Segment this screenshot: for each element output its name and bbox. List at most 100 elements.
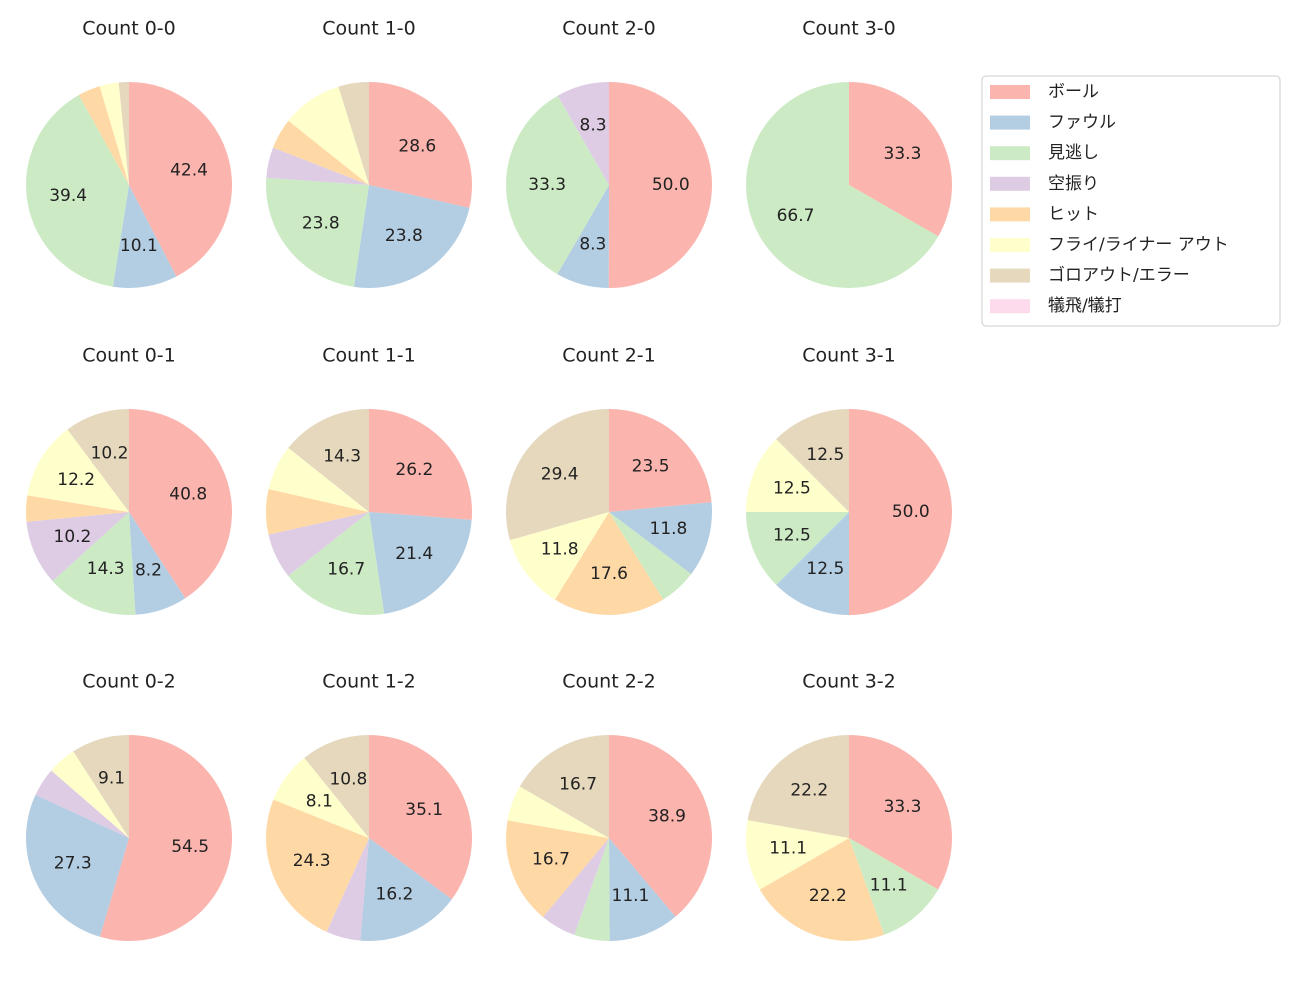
- legend-label: ファウル: [1048, 113, 1116, 133]
- slice-label: 10.2: [91, 443, 129, 463]
- pie-title: Count 2-0: [562, 18, 656, 40]
- pie-slice: [369, 512, 472, 614]
- pie-slice: [557, 185, 609, 288]
- pie-slice: [519, 735, 609, 838]
- legend-label: 空振り: [1048, 174, 1099, 194]
- pie-slice: [360, 838, 452, 942]
- slice-label: 11.8: [650, 519, 688, 539]
- pie-slice: [507, 786, 609, 838]
- slice-label: 22.2: [790, 781, 828, 801]
- slice-label: 27.3: [54, 854, 92, 874]
- legend-swatch: [990, 146, 1030, 161]
- slice-label: 66.7: [777, 206, 815, 226]
- pie-slice: [746, 439, 849, 512]
- pie-slice: [849, 409, 952, 615]
- pie-slice: [129, 512, 186, 615]
- pie-slice: [849, 735, 952, 890]
- pie-slice: [509, 512, 609, 600]
- slice-label: 12.5: [806, 445, 844, 465]
- pie-title: Count 3-2: [802, 671, 896, 693]
- slice-label: 9.1: [98, 769, 125, 789]
- pie-slice: [25, 95, 130, 287]
- slice-label: 42.4: [170, 160, 208, 180]
- slice-label: 8.2: [135, 561, 162, 581]
- pie-slice: [35, 770, 130, 838]
- pie-title: Count 2-1: [562, 345, 656, 367]
- pie-slice: [776, 512, 849, 615]
- pie-slice: [288, 512, 385, 616]
- slice-label: 14.3: [323, 446, 361, 466]
- slice-label: 16.7: [327, 559, 365, 579]
- pie-slice: [99, 735, 233, 942]
- pie-slice: [25, 794, 130, 937]
- slice-label: 26.2: [395, 460, 433, 480]
- pie-slice: [288, 86, 369, 185]
- legend-swatch: [990, 207, 1030, 222]
- legend-label: ゴロアウト/エラー: [1048, 265, 1190, 286]
- slice-label: 40.8: [169, 484, 207, 504]
- pie-slice: [338, 82, 369, 185]
- slice-label: 11.8: [541, 539, 579, 559]
- slice-label: 54.5: [171, 837, 209, 857]
- legend-box: [981, 75, 1281, 327]
- pie-slice: [849, 82, 953, 237]
- pie-slice: [273, 120, 369, 185]
- slice-label: 12.2: [57, 470, 95, 490]
- slice-label: 10.2: [54, 527, 92, 547]
- pie-slice: [608, 82, 713, 288]
- pie-slice: [746, 820, 849, 890]
- pie-slice: [129, 409, 232, 599]
- legend-swatch: [990, 176, 1030, 191]
- slice-label: 22.2: [809, 886, 847, 906]
- pie-slice: [73, 735, 129, 838]
- pie-slice: [266, 147, 369, 185]
- pie-slice: [506, 95, 609, 275]
- pie-slice: [26, 512, 130, 582]
- slice-label: 12.5: [773, 526, 811, 546]
- pie-slice: [554, 512, 664, 615]
- legend-label: 見逃し: [1048, 143, 1099, 163]
- pie-slice: [273, 757, 369, 838]
- pie-title: Count 0-0: [82, 18, 176, 40]
- pie-slice: [268, 512, 369, 576]
- pie-slice: [759, 838, 885, 941]
- slice-label: 50.0: [652, 175, 690, 195]
- slice-label: 35.1: [405, 800, 443, 820]
- pie-slice: [369, 409, 472, 520]
- pie-slice: [745, 82, 939, 288]
- legend-label: 犠飛/犠打: [1048, 296, 1122, 316]
- slice-label: 11.1: [612, 886, 650, 906]
- pie-slice: [609, 502, 712, 575]
- pie-slice: [574, 838, 610, 941]
- slice-label: 50.0: [892, 502, 930, 522]
- pie-slice: [747, 735, 849, 838]
- pie-slice: [609, 409, 712, 512]
- slice-label: 8.1: [306, 791, 333, 811]
- slice-label: 10.1: [120, 236, 158, 256]
- slice-label: 39.4: [49, 186, 87, 206]
- pie-slice: [51, 751, 129, 838]
- slice-label: 23.5: [632, 456, 670, 476]
- legend-label: フライ/ライナー アウト: [1048, 235, 1229, 255]
- pie-slice: [849, 838, 939, 935]
- slice-label: 12.5: [773, 478, 811, 498]
- slice-label: 12.5: [806, 559, 844, 579]
- pie-title: Count 1-2: [322, 671, 416, 693]
- slice-label: 24.3: [293, 851, 331, 871]
- legend-swatch: [990, 268, 1030, 283]
- pie-slice: [67, 409, 129, 512]
- pie-slice: [505, 409, 609, 541]
- pie-slice: [746, 512, 849, 585]
- pie-slice: [266, 489, 369, 535]
- slice-label: 17.6: [590, 564, 628, 584]
- slice-label: 8.3: [579, 235, 606, 255]
- pie-slice: [268, 447, 369, 512]
- legend-swatch: [990, 85, 1030, 99]
- slice-label: 10.8: [329, 770, 367, 790]
- pie-slice: [353, 185, 470, 289]
- slice-label: 29.4: [541, 465, 579, 485]
- pie-slice: [557, 82, 609, 185]
- pie-title: Count 3-0: [802, 18, 896, 40]
